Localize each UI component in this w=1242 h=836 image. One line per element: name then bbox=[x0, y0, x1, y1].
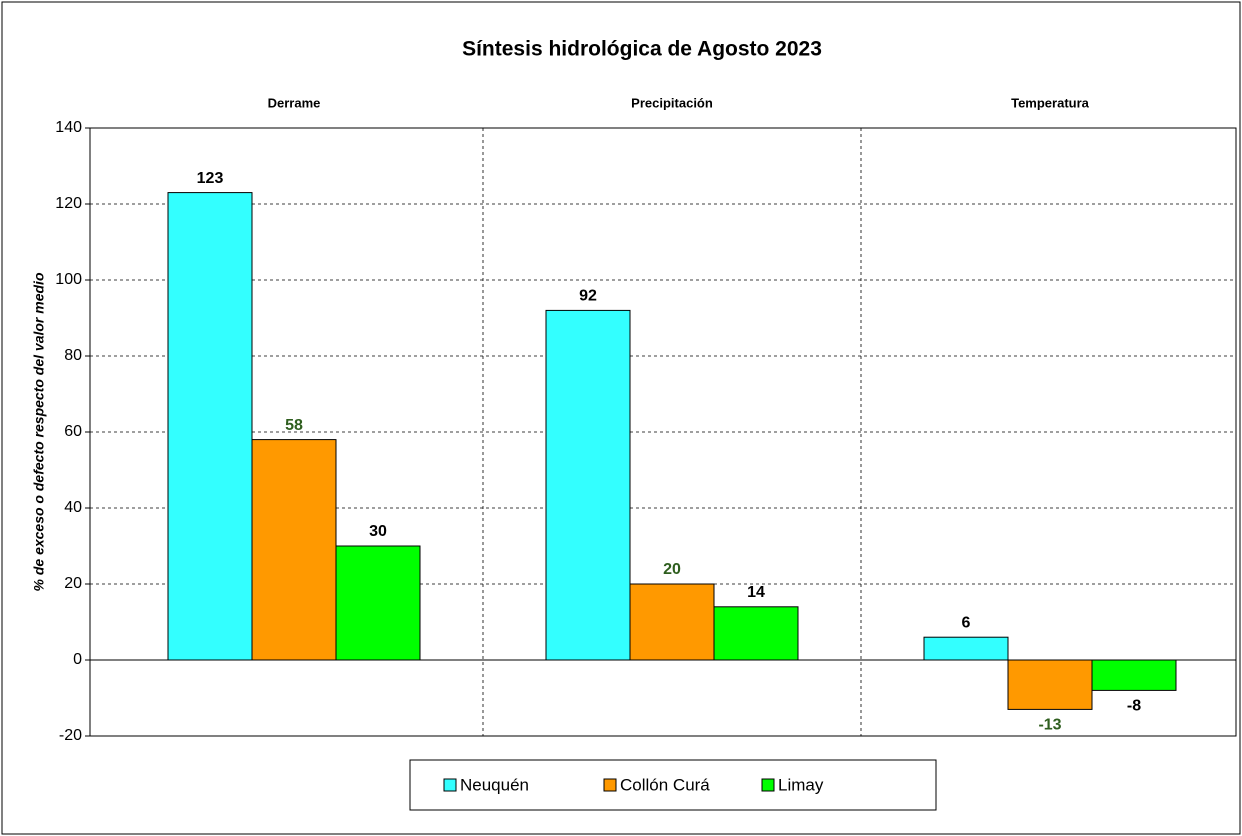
legend-label: Limay bbox=[778, 775, 824, 794]
data-label: 58 bbox=[285, 417, 303, 434]
y-tick-label: 120 bbox=[55, 195, 82, 212]
data-label: 6 bbox=[962, 614, 971, 631]
bar bbox=[923, 636, 1009, 661]
data-label: 14 bbox=[747, 584, 765, 601]
bar bbox=[251, 439, 337, 661]
legend-swatch bbox=[761, 778, 775, 792]
bar bbox=[167, 192, 253, 661]
data-label: 92 bbox=[579, 288, 597, 305]
plot-area bbox=[89, 127, 1237, 737]
data-label: -13 bbox=[1038, 717, 1061, 734]
y-tick-label: 0 bbox=[73, 651, 82, 668]
y-tick-label: 140 bbox=[55, 119, 82, 136]
bar bbox=[629, 583, 715, 661]
bar bbox=[1091, 659, 1177, 691]
y-tick-label: 40 bbox=[64, 499, 82, 516]
data-label: 30 bbox=[369, 523, 387, 540]
y-tick-label: 20 bbox=[64, 575, 82, 592]
y-axis-label: % de exceso o defecto respecto del valor… bbox=[31, 272, 47, 591]
data-label: 20 bbox=[663, 561, 681, 578]
legend-box bbox=[409, 759, 937, 811]
legend-swatch bbox=[443, 778, 457, 792]
y-tick-label: -20 bbox=[59, 727, 82, 744]
y-tick-label: 80 bbox=[64, 347, 82, 364]
legend-label: Collón Curá bbox=[620, 775, 710, 794]
category-label: Temperatura bbox=[1011, 95, 1090, 110]
y-tick-label: 100 bbox=[55, 271, 82, 288]
legend-swatch bbox=[603, 778, 617, 792]
bar bbox=[713, 606, 799, 661]
data-label: 123 bbox=[197, 170, 224, 187]
chart-title: Síntesis hidrológica de Agosto 2023 bbox=[462, 38, 822, 61]
category-label: Derrame bbox=[268, 95, 321, 110]
y-tick-label: 60 bbox=[64, 423, 82, 440]
legend-label: Neuquén bbox=[460, 775, 529, 794]
bar bbox=[545, 309, 631, 661]
category-label: Precipitación bbox=[631, 95, 713, 110]
bar bbox=[335, 545, 421, 661]
data-label: -8 bbox=[1127, 698, 1141, 715]
bar bbox=[1007, 659, 1093, 710]
